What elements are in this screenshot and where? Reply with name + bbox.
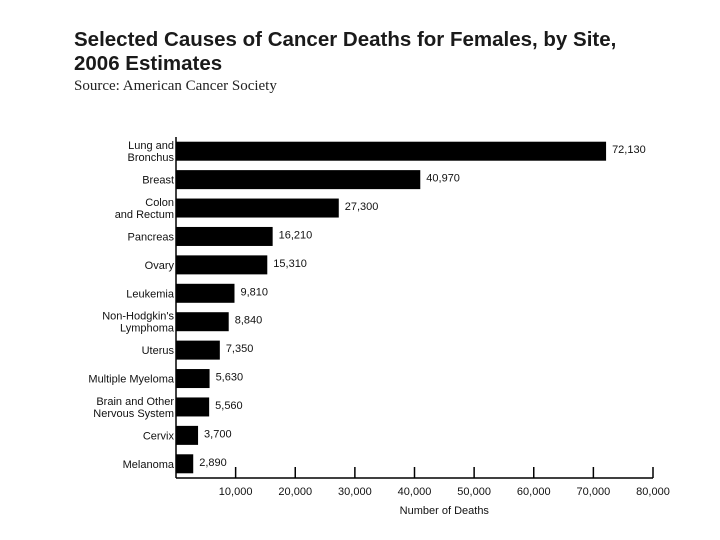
category-label: Cervix bbox=[143, 430, 175, 442]
bar bbox=[176, 369, 210, 389]
bar bbox=[176, 198, 339, 218]
x-tick-label: 40,000 bbox=[398, 486, 432, 498]
bar bbox=[176, 170, 421, 190]
value-label: 15,310 bbox=[273, 258, 307, 270]
x-axis-title: Number of Deaths bbox=[400, 505, 490, 517]
bar bbox=[176, 312, 229, 332]
x-tick-label: 60,000 bbox=[517, 486, 551, 498]
value-label: 72,130 bbox=[612, 144, 646, 156]
bar bbox=[176, 397, 210, 417]
x-tick-label: 70,000 bbox=[577, 486, 611, 498]
x-tick-label: 30,000 bbox=[338, 486, 372, 498]
category-label: Bronchus bbox=[128, 152, 175, 164]
category-label: Melanoma bbox=[123, 459, 175, 471]
value-label: 27,300 bbox=[345, 201, 379, 213]
category-label: Leukemia bbox=[126, 288, 175, 300]
category-label: Lymphoma bbox=[120, 323, 175, 335]
category-label: Pancreas bbox=[128, 231, 175, 243]
category-label: Uterus bbox=[142, 345, 175, 357]
category-label: Breast bbox=[142, 175, 174, 187]
category-label: Nervous System bbox=[93, 408, 174, 420]
bar bbox=[176, 283, 235, 303]
bar bbox=[176, 226, 273, 246]
x-tick-label: 10,000 bbox=[219, 486, 253, 498]
bar bbox=[176, 255, 268, 275]
value-label: 2,890 bbox=[199, 457, 227, 469]
x-tick-label: 20,000 bbox=[278, 486, 312, 498]
chart-title: Selected Causes of Cancer Deaths for Fem… bbox=[74, 28, 694, 76]
value-label: 40,970 bbox=[426, 173, 460, 185]
value-label: 3,700 bbox=[204, 428, 232, 440]
category-label: and Rectum bbox=[115, 209, 174, 221]
value-label: 9,810 bbox=[240, 286, 268, 298]
value-label: 5,560 bbox=[215, 400, 243, 412]
category-label: Non-Hodgkin's bbox=[102, 311, 174, 323]
value-label: 5,630 bbox=[216, 372, 244, 384]
bar bbox=[176, 340, 220, 360]
value-label: 16,210 bbox=[279, 229, 313, 241]
chart-title-line-2: 2006 Estimates bbox=[74, 52, 223, 75]
category-label: Ovary bbox=[145, 260, 175, 272]
category-label: Lung and bbox=[128, 140, 174, 152]
x-tick-label: 50,000 bbox=[457, 486, 491, 498]
category-label: Colon bbox=[145, 197, 174, 209]
value-label: 8,840 bbox=[235, 315, 263, 327]
chart-title-line-1: Selected Causes of Cancer Deaths for Fem… bbox=[74, 28, 617, 51]
category-label: Brain and Other bbox=[96, 396, 174, 408]
bar bbox=[176, 454, 194, 474]
category-label: Multiple Myeloma bbox=[88, 374, 174, 386]
x-tick-label: 80,000 bbox=[636, 486, 670, 498]
bar bbox=[176, 425, 199, 445]
chart-source: Source: American Cancer Society bbox=[74, 78, 277, 94]
bar bbox=[176, 141, 607, 161]
value-label: 7,350 bbox=[226, 343, 254, 355]
